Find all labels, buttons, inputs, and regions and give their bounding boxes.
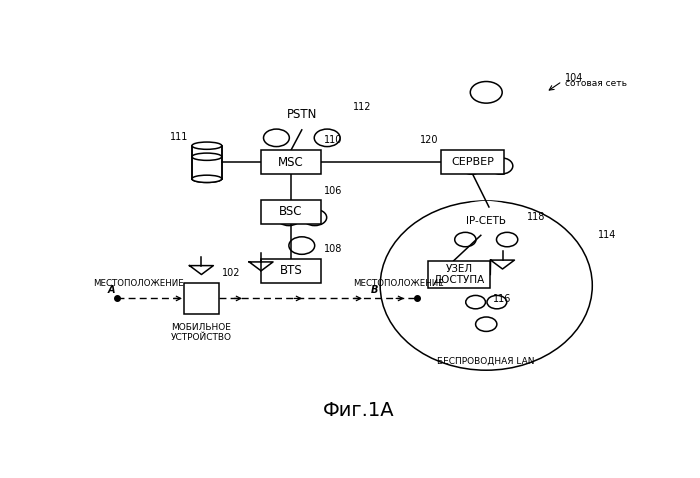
Circle shape: [470, 82, 502, 103]
Ellipse shape: [448, 201, 524, 241]
Circle shape: [277, 209, 301, 226]
Text: 112: 112: [354, 102, 372, 112]
Circle shape: [487, 295, 507, 309]
Text: 108: 108: [323, 244, 342, 254]
Circle shape: [489, 158, 513, 174]
Bar: [192, 146, 222, 179]
Ellipse shape: [192, 175, 222, 183]
Text: БЕСПРОВОДНАЯ LAN: БЕСПРОВОДНАЯ LAN: [438, 357, 535, 366]
Bar: [261, 259, 321, 283]
Text: УЗЕЛ
ДОСТУПА: УЗЕЛ ДОСТУПА: [433, 264, 484, 285]
Text: сотовая сеть: сотовая сеть: [565, 79, 627, 88]
Circle shape: [475, 317, 497, 331]
Circle shape: [302, 209, 327, 226]
Text: 111: 111: [170, 132, 188, 142]
Bar: [261, 150, 321, 174]
Bar: [428, 261, 490, 288]
Bar: [442, 150, 504, 174]
Text: IP-СЕТЬ: IP-СЕТЬ: [466, 216, 506, 226]
Text: УСТРОЙСТВО: УСТРОЙСТВО: [171, 333, 232, 342]
Ellipse shape: [256, 88, 348, 140]
Circle shape: [460, 158, 484, 174]
Text: 106: 106: [323, 185, 342, 196]
Text: 104: 104: [565, 73, 583, 83]
Bar: [261, 200, 321, 224]
Circle shape: [455, 232, 476, 247]
Circle shape: [263, 129, 289, 147]
Text: PSTN: PSTN: [286, 108, 317, 121]
Bar: [184, 283, 219, 314]
Text: МОБИЛЬНОЕ: МОБИЛЬНОЕ: [172, 323, 232, 332]
Text: BSC: BSC: [279, 206, 302, 218]
Text: MSC: MSC: [278, 156, 304, 169]
Text: 102: 102: [222, 268, 240, 278]
Circle shape: [496, 232, 518, 247]
Ellipse shape: [192, 142, 222, 149]
Text: 120: 120: [420, 135, 439, 145]
Text: Фиг.1А: Фиг.1А: [323, 401, 395, 420]
Ellipse shape: [192, 153, 222, 161]
Circle shape: [466, 295, 486, 309]
Circle shape: [314, 129, 340, 147]
Text: 116: 116: [493, 294, 512, 304]
Text: МЕСТОПОЛОЖЕНИЕ: МЕСТОПОЛОЖЕНИЕ: [93, 279, 183, 288]
Text: 110: 110: [323, 135, 342, 145]
Text: 118: 118: [527, 212, 545, 222]
Circle shape: [289, 237, 315, 254]
Text: А: А: [108, 285, 116, 295]
Text: 114: 114: [598, 230, 616, 240]
Circle shape: [304, 34, 334, 54]
Text: BTS: BTS: [279, 264, 302, 277]
Text: В: В: [371, 285, 379, 295]
Circle shape: [270, 34, 299, 54]
Text: МЕСТОПОЛОЖЕНИЕ: МЕСТОПОЛОЖЕНИЕ: [354, 279, 444, 288]
Text: СЕРВЕР: СЕРВЕР: [452, 157, 494, 167]
